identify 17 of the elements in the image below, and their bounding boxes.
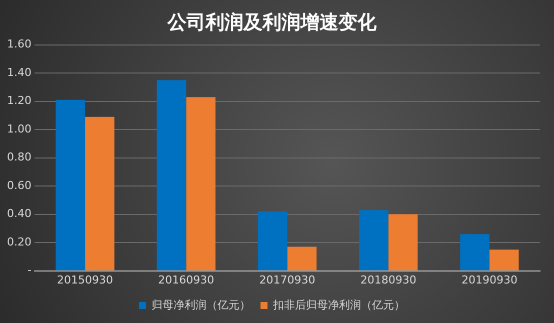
x-tick-label: 20150930 xyxy=(57,273,114,286)
y-tick-label: 1.20 xyxy=(6,94,32,108)
y-tick-label: 0.80 xyxy=(6,150,32,164)
y-tick-label: 0.60 xyxy=(6,178,32,192)
chart-title: 公司利润及利润增速变化 xyxy=(166,11,378,34)
y-tick-label: 1.60 xyxy=(6,38,32,51)
legend-label: 扣非后归母净利润（亿元） xyxy=(272,298,405,312)
y-tick-label: 0.40 xyxy=(6,207,32,220)
x-tick-label: 20190930 xyxy=(461,273,518,286)
x-tick-label: 20170930 xyxy=(259,273,316,286)
y-tick-label: 1.40 xyxy=(6,66,32,79)
y-tick-label: - xyxy=(28,264,32,277)
y-tick-label: 1.00 xyxy=(6,122,32,136)
y-tick-label: 0.20 xyxy=(6,235,32,248)
legend-label: 归母净利润（亿元） xyxy=(152,298,250,312)
x-tick-label: 20160930 xyxy=(158,273,214,286)
x-tick-label: 20180930 xyxy=(360,273,416,286)
